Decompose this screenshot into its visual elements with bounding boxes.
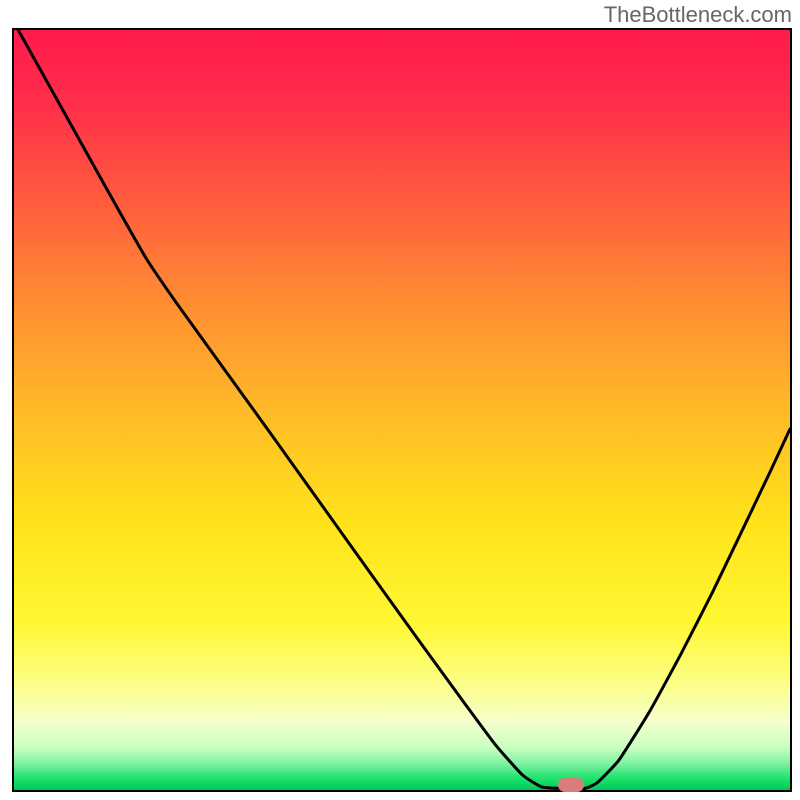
plot-area (12, 28, 792, 792)
watermark-text: TheBottleneck.com (604, 2, 792, 28)
bottleneck-curve (14, 30, 790, 789)
optimum-marker (558, 778, 584, 792)
curve-layer (14, 30, 790, 790)
chart-container: TheBottleneck.com (0, 0, 800, 800)
